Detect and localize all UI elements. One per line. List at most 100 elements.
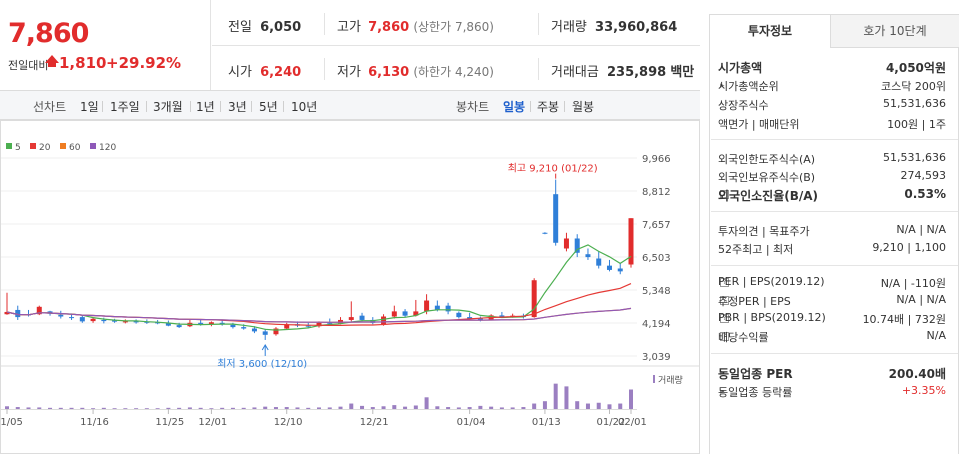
info-row[interactable]: 시가총액순위 ▸ 코스닥 200위 xyxy=(718,78,946,96)
volume-bar xyxy=(403,406,408,409)
candle-body xyxy=(208,322,214,325)
candle-body xyxy=(316,322,322,327)
period-1w[interactable]: 1주일 xyxy=(110,100,140,114)
info-label: 투자의견 | 목표주가 xyxy=(718,225,810,238)
period-5y[interactable]: 5년 xyxy=(259,100,278,114)
change-label: 전일대비 xyxy=(8,59,49,72)
info-label: PBR | BPS(2019.12) xyxy=(718,311,826,324)
period-1d[interactable]: 1일 xyxy=(80,100,99,114)
volume-bar xyxy=(360,405,365,409)
y-tick-label: 5,348 xyxy=(642,286,671,297)
high-price: 고가 7,860 (상한가 7,860) xyxy=(337,16,494,35)
candle-body xyxy=(241,327,247,329)
help-icon[interactable]: ? xyxy=(720,314,729,323)
help-icon[interactable]: ? xyxy=(720,278,729,287)
info-row[interactable]: PBR | BPS(2019.12)? 10.74배 | 732원 xyxy=(718,311,946,329)
candle-body xyxy=(69,317,75,319)
candle-body xyxy=(133,321,139,323)
legend-label: 120 xyxy=(99,143,116,153)
info-row[interactable]: PER | EPS(2019.12)? N/A | -110원 xyxy=(718,275,946,293)
investment-info-panel: 투자정보 호가 10단계 시가총액 4,050억원 시가총액순위 ▸ 코스닥 200위 상… xyxy=(709,14,959,454)
help-icon[interactable]: ? xyxy=(720,190,729,199)
moving-average-line xyxy=(6,307,632,323)
separator xyxy=(190,101,191,112)
info-value: 9,210 | 1,100 xyxy=(872,241,946,254)
info-row: 투자의견 | 목표주가 N/A | N/A xyxy=(718,223,946,241)
info-value: N/A | N/A xyxy=(896,293,946,306)
legend-swatch xyxy=(90,143,96,149)
volume-bar xyxy=(177,407,182,409)
candle-body xyxy=(79,317,85,322)
candle-body xyxy=(402,311,408,316)
candle-body xyxy=(606,265,612,270)
section-divider xyxy=(711,353,958,354)
candle-body xyxy=(101,319,107,322)
candle-body xyxy=(15,309,21,318)
info-label: 동일업종 등락률 xyxy=(718,386,793,399)
amount-value: 235,898 xyxy=(606,65,667,80)
period-10y[interactable]: 10년 xyxy=(291,100,318,114)
volume-bar xyxy=(48,407,53,409)
volume-bar xyxy=(284,407,289,409)
info-label: 배당수익률 xyxy=(718,331,769,344)
x-tick-label: 02/01 xyxy=(618,417,647,428)
candle-body xyxy=(251,328,257,332)
period-1y[interactable]: 1년 xyxy=(196,100,215,114)
candle-body xyxy=(273,328,279,335)
help-icon[interactable]: ? xyxy=(720,296,729,305)
volume-bar xyxy=(144,408,149,410)
volume-bar xyxy=(91,408,96,410)
candle-body xyxy=(36,306,42,315)
info-row[interactable]: 추정PER | EPS? N/A | N/A xyxy=(718,293,946,311)
volume-legend-swatch xyxy=(653,375,655,383)
info-row[interactable]: 배당수익률? N/A xyxy=(718,329,946,347)
info-row[interactable]: 동일업종 PER ▸ 200.40배 xyxy=(718,365,946,383)
info-row: 외국인보유주식수(B) 274,593 xyxy=(718,169,946,187)
info-value: N/A | N/A xyxy=(896,223,946,236)
volume-bar xyxy=(510,407,515,409)
volume-bar xyxy=(521,407,526,409)
period-3y[interactable]: 3년 xyxy=(228,100,247,114)
stock-chart[interactable]: 5 20 60 120 9,966 8,812 7,657 6,503 5,348 4,194 3,… xyxy=(0,120,700,454)
volume-bar xyxy=(596,402,601,409)
prev-close: 전일 6,050 xyxy=(228,16,301,35)
info-row[interactable]: 동일업종 등락률 ▸ +3.35% xyxy=(718,384,946,402)
info-value: 200.40배 xyxy=(888,367,946,381)
legend-swatch xyxy=(30,143,36,149)
info-row[interactable]: 외국인소진율(B/A)? 0.53% xyxy=(718,187,946,205)
info-value: 0.53% xyxy=(904,187,946,201)
y-tick-label: 9,966 xyxy=(642,154,671,165)
candle-monthly[interactable]: 월봉 xyxy=(572,100,595,114)
candle-weekly[interactable]: 주봉 xyxy=(537,100,560,114)
period-3m[interactable]: 3개월 xyxy=(153,100,183,114)
candle-daily[interactable]: 일봉 xyxy=(503,100,526,114)
volume-bar xyxy=(230,407,235,409)
volume-bar xyxy=(532,403,537,409)
volume-bar xyxy=(607,404,612,409)
tab-investment-info[interactable]: 투자정보 xyxy=(710,15,831,48)
help-icon[interactable]: ? xyxy=(720,332,729,341)
x-tick-label: 12/21 xyxy=(360,417,389,428)
current-price: 7,860 xyxy=(8,18,89,49)
legend-swatch xyxy=(6,143,12,149)
info-value: 274,593 xyxy=(900,169,947,182)
tab-order-book[interactable]: 호가 10단계 xyxy=(831,15,959,48)
x-tick-label: 01/04 xyxy=(457,417,486,428)
info-label: 동일업종 PER xyxy=(718,367,793,381)
volume-bar xyxy=(629,389,633,409)
candle-body xyxy=(456,312,462,318)
high-annotation: 최고 9,210 (01/22) xyxy=(508,163,598,175)
info-value: 51,531,636 xyxy=(883,151,946,164)
volume-bar xyxy=(187,407,192,409)
volume-bar xyxy=(306,407,311,409)
volume-bar xyxy=(5,406,9,409)
line-chart-label: 선차트 xyxy=(33,100,67,114)
open-value: 6,240 xyxy=(260,65,302,80)
candle-body xyxy=(499,315,505,317)
caret-right-icon: ▸ xyxy=(720,368,725,378)
legend-label: 5 xyxy=(15,143,21,153)
separator xyxy=(251,101,252,112)
volume-bar xyxy=(80,407,85,409)
x-tick-label: 11/25 xyxy=(155,417,184,428)
info-value: N/A | -110원 xyxy=(880,277,946,290)
